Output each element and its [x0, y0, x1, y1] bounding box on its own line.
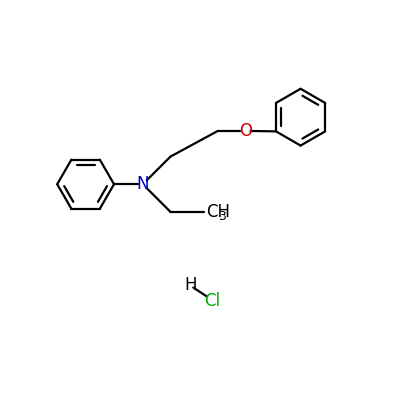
Text: Cl: Cl: [204, 292, 220, 310]
Text: CH: CH: [206, 203, 230, 221]
Text: H: H: [184, 276, 196, 294]
Text: N: N: [136, 175, 149, 193]
Text: O: O: [239, 122, 252, 140]
Text: 3: 3: [218, 210, 226, 223]
